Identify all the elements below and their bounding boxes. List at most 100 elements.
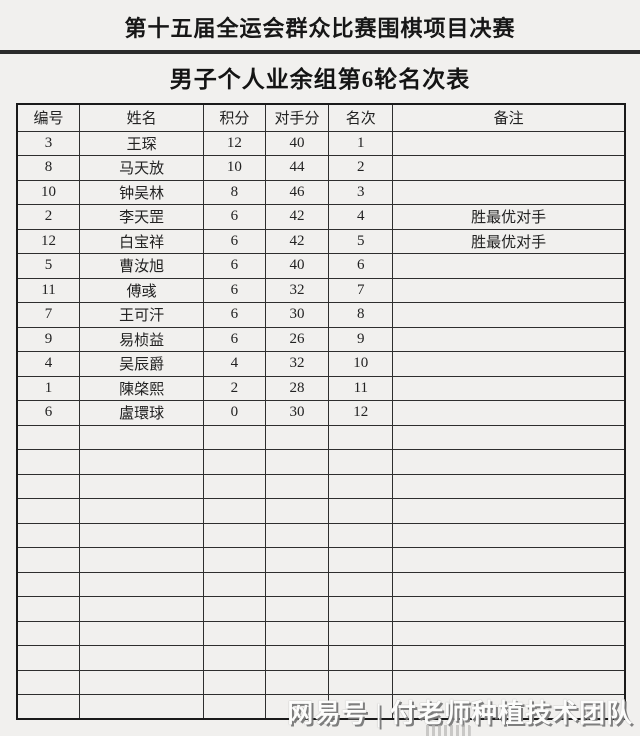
header-points: 积分 — [203, 103, 266, 132]
empty-cell — [328, 571, 394, 597]
empty-cell — [328, 473, 394, 499]
empty-cell — [392, 694, 626, 720]
cell-number: 7 — [16, 302, 81, 328]
empty-table-row — [16, 424, 626, 450]
double-rule-divider — [0, 50, 640, 54]
empty-cell — [16, 498, 81, 524]
cell-name: 王可汗 — [79, 302, 205, 328]
empty-cell — [16, 547, 81, 573]
cell-remarks — [392, 375, 626, 401]
header-number: 编号 — [16, 103, 81, 132]
empty-cell — [16, 449, 81, 475]
cell-number: 1 — [16, 375, 81, 401]
document-page: { "page": { "title": "第十五届全运会群众比赛围棋项目决赛"… — [0, 11, 640, 736]
cell-number: 5 — [16, 253, 81, 279]
empty-cell — [79, 449, 205, 475]
empty-cell — [328, 669, 394, 695]
cell-points: 8 — [203, 179, 266, 205]
page-subtitle: 男子个人业余组第6轮名次表 — [169, 67, 471, 92]
empty-cell — [203, 669, 266, 695]
cell-remarks — [392, 277, 626, 303]
empty-cell — [16, 645, 81, 671]
empty-cell — [16, 473, 81, 499]
cell-opponent-score: 32 — [264, 277, 330, 303]
cell-points: 12 — [203, 130, 266, 156]
empty-cell — [79, 473, 205, 499]
empty-cell — [203, 498, 266, 524]
cell-number: 10 — [16, 179, 81, 205]
empty-table-row — [16, 645, 626, 671]
cell-opponent-score: 30 — [264, 400, 330, 426]
empty-cell — [328, 449, 394, 475]
cell-number: 9 — [16, 326, 81, 352]
cell-opponent-score: 32 — [264, 351, 330, 377]
cell-remarks: 胜最优对手 — [392, 228, 626, 254]
empty-table-row — [16, 669, 626, 695]
empty-cell — [79, 694, 205, 720]
empty-cell — [79, 669, 205, 695]
cell-rank: 11 — [328, 375, 394, 401]
cell-name: 曹汝旭 — [79, 253, 205, 279]
empty-cell — [79, 645, 205, 671]
empty-cell — [203, 473, 266, 499]
table-body: 3 王琛 12 40 1 8 马天放 10 44 2 10 钟吴林 8 46 3 2 李天罡 6 42 4 胜最优对手 1… — [16, 130, 626, 720]
table-row: 9 易桢益 6 26 9 — [16, 326, 626, 352]
cell-points: 6 — [203, 228, 266, 254]
table-row: 11 傅彧 6 32 7 — [16, 277, 626, 303]
clipped-text-fragment — [426, 725, 470, 736]
empty-cell — [392, 571, 626, 597]
empty-cell — [392, 473, 626, 499]
cell-rank: 9 — [328, 326, 394, 352]
empty-cell — [79, 596, 205, 622]
empty-cell — [392, 522, 626, 548]
empty-cell — [203, 547, 266, 573]
empty-cell — [264, 424, 330, 450]
header-opponent-score: 对手分 — [264, 103, 330, 132]
empty-cell — [203, 571, 266, 597]
empty-cell — [264, 669, 330, 695]
cell-name: 吴辰爵 — [79, 351, 205, 377]
empty-cell — [203, 694, 266, 720]
empty-table-row — [16, 449, 626, 475]
cell-rank: 4 — [328, 204, 394, 230]
cell-name: 李天罡 — [79, 204, 205, 230]
cell-remarks — [392, 400, 626, 426]
header-row: 编号 姓名 积分 对手分 名次 备注 — [16, 103, 626, 132]
cell-rank: 1 — [328, 130, 394, 156]
empty-cell — [16, 424, 81, 450]
empty-cell — [392, 645, 626, 671]
empty-cell — [79, 620, 205, 646]
empty-cell — [16, 620, 81, 646]
cell-points: 10 — [203, 155, 266, 181]
cell-opponent-score: 26 — [264, 326, 330, 352]
empty-cell — [264, 571, 330, 597]
cell-opponent-score: 44 — [264, 155, 330, 181]
cell-remarks — [392, 130, 626, 156]
empty-cell — [79, 522, 205, 548]
empty-cell — [203, 645, 266, 671]
empty-cell — [328, 522, 394, 548]
page-title: 第十五届全运会群众比赛围棋项目决赛 — [124, 16, 516, 41]
cell-name: 白宝祥 — [79, 228, 205, 254]
empty-cell — [264, 547, 330, 573]
cell-opponent-score: 28 — [264, 375, 330, 401]
empty-cell — [203, 522, 266, 548]
empty-cell — [79, 424, 205, 450]
empty-cell — [392, 596, 626, 622]
empty-table-row — [16, 547, 626, 573]
empty-cell — [328, 596, 394, 622]
empty-cell — [264, 596, 330, 622]
empty-table-row — [16, 596, 626, 622]
empty-table-row — [16, 473, 626, 499]
empty-table-row — [16, 571, 626, 597]
cell-rank: 5 — [328, 228, 394, 254]
empty-cell — [392, 449, 626, 475]
cell-rank: 12 — [328, 400, 394, 426]
cell-name: 马天放 — [79, 155, 205, 181]
cell-rank: 7 — [328, 277, 394, 303]
empty-cell — [392, 669, 626, 695]
cell-points: 6 — [203, 326, 266, 352]
empty-cell — [328, 645, 394, 671]
cell-remarks — [392, 302, 626, 328]
empty-table-row — [16, 522, 626, 548]
